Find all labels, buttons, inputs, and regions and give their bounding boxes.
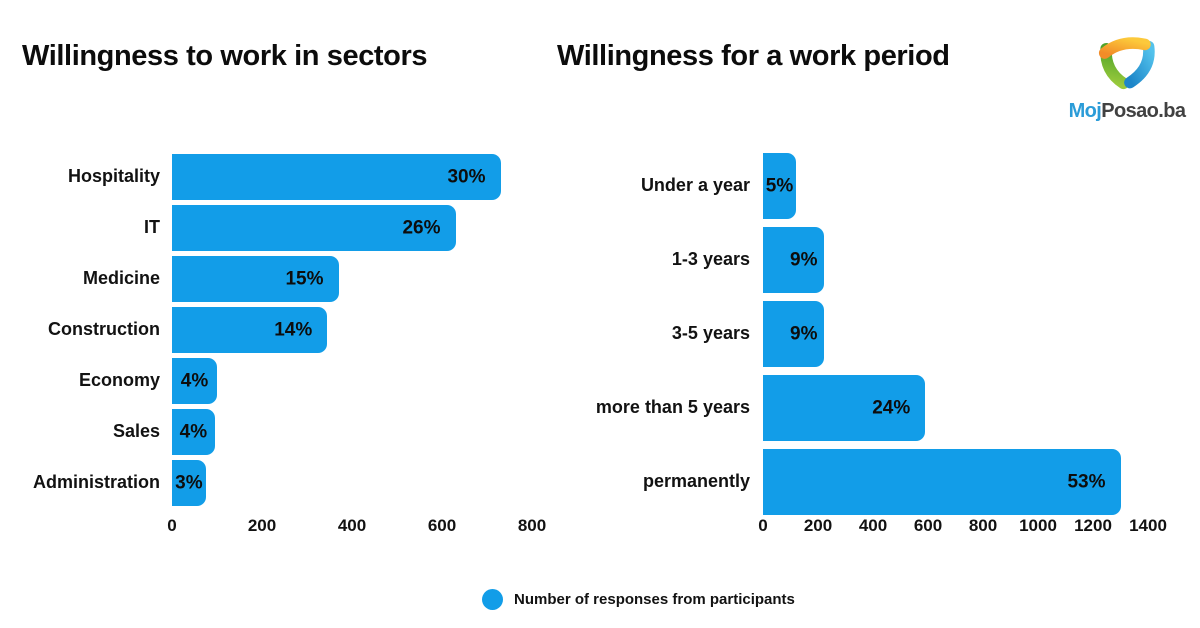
bar-track: 53% bbox=[763, 449, 1148, 515]
bar bbox=[172, 256, 339, 302]
value-label: 14% bbox=[274, 319, 313, 341]
value-label: 4% bbox=[179, 421, 208, 443]
chart-title-sectors: Willingness to work in sectors bbox=[22, 40, 428, 72]
category-label: Medicine bbox=[82, 268, 160, 289]
bar bbox=[172, 358, 217, 404]
x-axis-tick-label: 0 bbox=[167, 516, 177, 535]
bar-track: 4% bbox=[172, 358, 532, 404]
bar bbox=[172, 307, 328, 353]
logo-text-moj: Moj bbox=[1068, 100, 1102, 122]
bar-row: Hospitality 30% bbox=[10, 154, 532, 200]
chart-work-period-rows: Under a year 5% 1-3 years 9% 3-5 years 9% more… bbox=[560, 153, 1148, 523]
mojposao-logo-icon bbox=[1063, 24, 1191, 98]
chart-legend: Number of responses from participants bbox=[482, 589, 795, 610]
x-axis-tick-label: 0 bbox=[758, 516, 768, 535]
bar-row: IT 26% bbox=[10, 205, 532, 251]
x-axis-tick-label: 800 bbox=[517, 516, 547, 535]
value-label: 9% bbox=[790, 249, 818, 271]
category-label: more than 5 years bbox=[595, 397, 750, 418]
bar bbox=[763, 227, 824, 293]
mojposao-logo: MojPosao.ba bbox=[1063, 24, 1191, 123]
bar-track: 3% bbox=[172, 460, 532, 506]
value-label: 5% bbox=[765, 175, 794, 197]
chart-work-period-x-axis: 0 200 400 600 800 1000 1200 1400 bbox=[758, 516, 1167, 538]
bar bbox=[172, 460, 206, 506]
value-label: 3% bbox=[175, 472, 203, 494]
chart-title-work-period: Willingness for a work period bbox=[557, 40, 950, 72]
bar-track: 30% bbox=[172, 154, 532, 200]
bar-row: Under a year 5% bbox=[560, 153, 1148, 219]
logo-text-posao: Posao.ba bbox=[1101, 100, 1186, 122]
chart-sectors-rows: Hospitality 30% IT 26% Medicine 15% Constructi… bbox=[10, 154, 532, 511]
category-label: Construction bbox=[48, 319, 160, 340]
category-label: 3-5 years bbox=[671, 323, 750, 344]
bar-row: Administration 3% bbox=[10, 460, 532, 506]
bar-track: 26% bbox=[172, 205, 532, 251]
bar-row: Construction 14% bbox=[10, 307, 532, 353]
x-axis-tick-label: 400 bbox=[858, 516, 888, 535]
category-label: 1-3 years bbox=[671, 249, 750, 270]
bar-row: Sales 4% bbox=[10, 409, 532, 455]
legend-marker-icon bbox=[482, 589, 503, 610]
bar-track: 9% bbox=[763, 301, 1148, 367]
x-axis-tick-label: 1000 bbox=[1019, 516, 1057, 535]
value-label: 26% bbox=[402, 217, 441, 239]
category-label: Economy bbox=[78, 370, 160, 391]
bar bbox=[172, 409, 215, 455]
bar bbox=[763, 153, 796, 219]
bar-track: 15% bbox=[172, 256, 532, 302]
value-label: 4% bbox=[180, 370, 209, 392]
bar-track: 14% bbox=[172, 307, 532, 353]
category-label: IT bbox=[144, 217, 160, 238]
bar-row: Medicine 15% bbox=[10, 256, 532, 302]
bar bbox=[763, 375, 926, 441]
bar bbox=[172, 154, 501, 200]
x-axis-tick-label: 200 bbox=[803, 516, 833, 535]
x-axis-tick-label: 200 bbox=[247, 516, 277, 535]
legend-label: Number of responses from participants bbox=[514, 591, 795, 608]
bar-row: permanently 53% bbox=[560, 449, 1148, 515]
bar-row: Economy 4% bbox=[10, 358, 532, 404]
bar-track: 24% bbox=[763, 375, 1148, 441]
value-label: 9% bbox=[790, 323, 818, 345]
x-axis-tick-label: 600 bbox=[913, 516, 943, 535]
value-label: 24% bbox=[872, 397, 911, 419]
bar-row: 3-5 years 9% bbox=[560, 301, 1148, 367]
category-label: permanently bbox=[642, 471, 750, 492]
category-label: Under a year bbox=[640, 175, 750, 196]
bar-track: 5% bbox=[763, 153, 1148, 219]
value-label: 15% bbox=[285, 268, 324, 290]
category-label: Hospitality bbox=[67, 166, 160, 187]
mojposao-logo-text: MojPosao.ba bbox=[1063, 100, 1191, 123]
bar bbox=[763, 301, 824, 367]
bar-track: 4% bbox=[172, 409, 532, 455]
x-axis-tick-label: 1200 bbox=[1074, 516, 1112, 535]
x-axis-tick-label: 600 bbox=[427, 516, 457, 535]
category-label: Administration bbox=[32, 472, 160, 493]
value-label: 30% bbox=[447, 166, 486, 188]
x-axis-tick-label: 800 bbox=[968, 516, 998, 535]
chart-sectors-x-axis: 0 200 400 600 800 bbox=[167, 516, 546, 538]
x-axis-tick-label: 1400 bbox=[1129, 516, 1167, 535]
bar-track: 9% bbox=[763, 227, 1148, 293]
bar bbox=[763, 449, 1121, 515]
bar-row: more than 5 years 24% bbox=[560, 375, 1148, 441]
value-label: 53% bbox=[1067, 471, 1106, 493]
category-label: Sales bbox=[112, 421, 160, 442]
x-axis-tick-label: 400 bbox=[337, 516, 367, 535]
bar bbox=[172, 205, 456, 251]
bar-row: 1-3 years 9% bbox=[560, 227, 1148, 293]
